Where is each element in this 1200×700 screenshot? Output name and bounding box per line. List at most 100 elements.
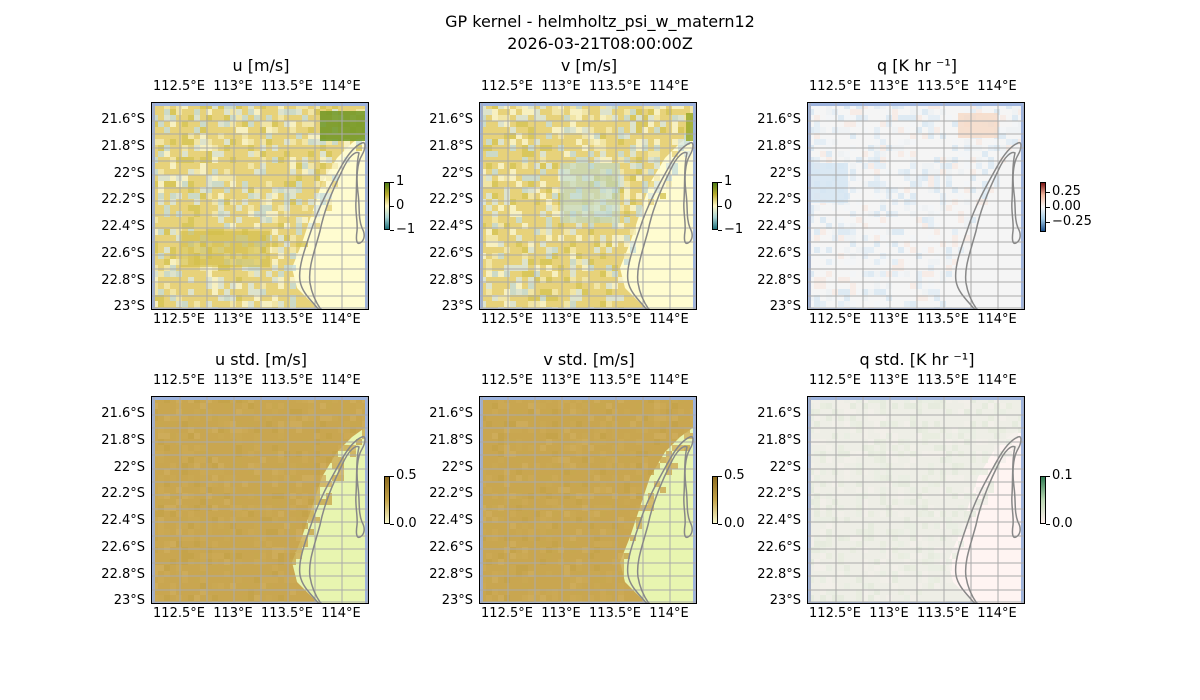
colorbar-tick-label: 1 (724, 174, 733, 189)
y-tick-label: 22.4°S (101, 219, 145, 234)
colorbar-tick (390, 206, 394, 207)
map-area[interactable] (479, 396, 697, 604)
y-tick-label: 22.2°S (757, 486, 801, 501)
x-tick-label: 112.5°E (809, 373, 861, 388)
coastline (298, 435, 366, 603)
colorbar-tick (1046, 192, 1050, 193)
colorbar-tick (718, 524, 722, 525)
map-area[interactable] (151, 102, 369, 310)
colorbar-tick-label: 0.5 (396, 468, 417, 483)
colorbar-tick (718, 476, 722, 477)
x-tick-label: 113.5°E (261, 373, 313, 388)
x-tick-label: 113.5°E (261, 79, 313, 94)
x-tick-label: 113.5°E (589, 79, 641, 94)
colorbar (712, 182, 718, 230)
colorbar (384, 182, 390, 230)
map-panel: v [m/s] 112.5°E 112.5°E 113°E 113°E 113.5°E 11… (429, 56, 743, 327)
panel-title: u [m/s] (232, 56, 290, 75)
x-tick-label: 112.5°E (153, 606, 205, 621)
y-tick-label: 22.4°S (757, 219, 801, 234)
x-tick-label: 113.5°E (589, 606, 641, 621)
map-area[interactable] (807, 102, 1025, 310)
x-tick-label: 112.5°E (153, 79, 205, 94)
y-tick-label: 23°S (769, 593, 801, 608)
y-tick-label: 21.6°S (101, 406, 145, 421)
y-tick-label: 22.6°S (101, 540, 145, 555)
y-tick-label: 23°S (441, 593, 473, 608)
colorbar-tick (390, 182, 394, 183)
x-tick-label: 113°E (869, 606, 909, 621)
colorbar-tick (718, 230, 722, 231)
x-tick-label: 114°E (977, 312, 1017, 327)
map-area[interactable] (151, 396, 369, 604)
colorbar-tick-label: 0.0 (1052, 516, 1073, 531)
y-tick-label: 22.8°S (101, 567, 145, 582)
x-tick-label: 113°E (869, 79, 909, 94)
colorbar-tick (1046, 222, 1050, 223)
y-tick-label: 22.6°S (101, 246, 145, 261)
colorbar-tick-label: 0.1 (1052, 468, 1073, 483)
x-tick-label: 113.5°E (261, 606, 313, 621)
colorbar (384, 476, 390, 524)
coastline (626, 141, 694, 309)
y-tick-label: 22.6°S (757, 540, 801, 555)
colorbar-tick-label: 0.0 (724, 516, 745, 531)
y-tick-label: 22.2°S (101, 192, 145, 207)
y-tick-label: 21.8°S (101, 139, 145, 154)
y-tick-label: 22.8°S (757, 273, 801, 288)
x-tick-label: 113.5°E (261, 312, 313, 327)
x-tick-label: 113°E (869, 312, 909, 327)
map-canvas (808, 103, 1024, 309)
map-panel: u [m/s] 112.5°E 112.5°E 113°E 113°E 113.5°E 11… (101, 56, 415, 327)
map-area[interactable] (479, 102, 697, 310)
colorbar-tick (390, 230, 394, 231)
colorbar-tick-label: 0.25 (1052, 184, 1081, 199)
y-tick-label: 22°S (441, 460, 473, 475)
colorbar-tick-label: −0.25 (1052, 214, 1092, 229)
x-tick-label: 114°E (977, 79, 1017, 94)
colorbar-tick-label: 0.0 (396, 516, 417, 531)
panel-title: v [m/s] (560, 56, 618, 75)
x-tick-label: 112.5°E (481, 373, 533, 388)
map-canvas (808, 397, 1024, 603)
y-tick-label: 22.4°S (429, 513, 473, 528)
x-tick-label: 114°E (977, 606, 1017, 621)
colorbar-tick (1046, 476, 1050, 477)
x-tick-label: 112.5°E (153, 312, 205, 327)
x-tick-label: 113°E (213, 606, 253, 621)
panel-title: q [K hr ⁻¹] (877, 56, 957, 75)
colorbar-tick-label: −1 (396, 222, 416, 237)
colorbar (1040, 476, 1046, 524)
coastline (954, 435, 1022, 603)
y-tick-label: 22°S (113, 460, 145, 475)
y-tick-label: 22.8°S (101, 273, 145, 288)
x-tick-label: 112.5°E (153, 373, 205, 388)
colorbar-tick-label: 1 (396, 174, 405, 189)
y-tick-label: 22.2°S (101, 486, 145, 501)
x-tick-label: 113°E (213, 312, 253, 327)
map-panel: q std. [K hr ⁻¹] 112.5°E 112.5°E 113°E 113°E… (757, 350, 1072, 621)
map-canvas (480, 103, 696, 309)
y-tick-label: 22.8°S (757, 567, 801, 582)
figure-title-line1: GP kernel - helmholtz_psi_w_matern12 (445, 12, 755, 31)
y-tick-label: 22.6°S (757, 246, 801, 261)
y-tick-label: 23°S (769, 299, 801, 314)
x-tick-label: 113°E (213, 79, 253, 94)
x-tick-label: 112.5°E (809, 79, 861, 94)
coastline (298, 141, 366, 309)
x-tick-label: 114°E (649, 312, 689, 327)
y-tick-label: 22°S (769, 166, 801, 181)
y-tick-label: 21.6°S (429, 406, 473, 421)
map-area[interactable] (807, 396, 1025, 604)
y-tick-label: 21.8°S (757, 433, 801, 448)
x-tick-label: 112.5°E (809, 312, 861, 327)
y-tick-label: 22°S (769, 460, 801, 475)
colorbar-tick (718, 182, 722, 183)
y-tick-label: 22.6°S (429, 540, 473, 555)
panel-title: q std. [K hr ⁻¹] (859, 350, 975, 369)
colorbar-tick-label: 0 (396, 198, 405, 213)
map-canvas (152, 397, 368, 603)
x-tick-label: 113°E (213, 373, 253, 388)
y-tick-label: 22°S (113, 166, 145, 181)
x-tick-label: 113.5°E (589, 312, 641, 327)
